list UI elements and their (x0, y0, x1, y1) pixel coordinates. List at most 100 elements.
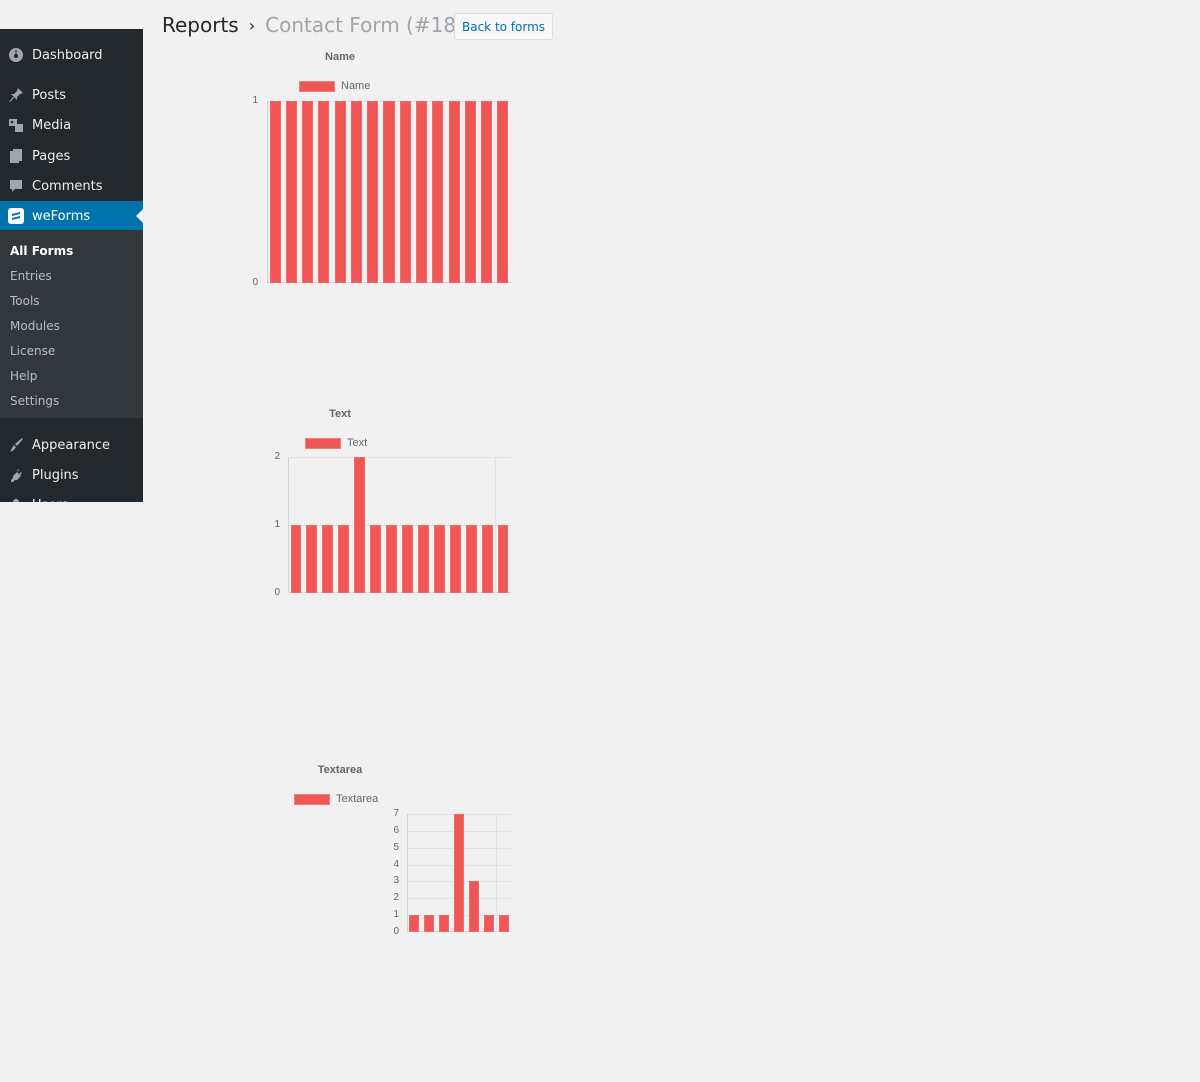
page-title: Reports › Contact Form (#189) (162, 13, 477, 37)
bar[interactable] (432, 101, 444, 283)
breadcrumb-reports: Reports (162, 13, 239, 37)
bar[interactable] (290, 525, 302, 593)
bar[interactable] (483, 915, 494, 932)
chart-legend[interactable]: Text (305, 437, 367, 449)
bar[interactable] (449, 525, 461, 593)
submenu-all-forms[interactable]: All Forms (10, 244, 74, 258)
bar[interactable] (468, 881, 479, 932)
bar[interactable] (481, 101, 493, 283)
sidebar-item-users[interactable]: Users (0, 490, 143, 502)
bar[interactable] (448, 101, 460, 283)
bar[interactable] (318, 101, 330, 283)
y-tick: 1 (274, 519, 280, 530)
bar[interactable] (367, 101, 379, 283)
media-icon (8, 117, 24, 133)
user-icon (8, 497, 24, 502)
bar[interactable] (322, 525, 334, 593)
y-tick: 3 (393, 875, 399, 887)
bar[interactable] (383, 101, 395, 283)
sidebar-item-label: Plugins (32, 467, 79, 483)
brush-icon (8, 437, 24, 453)
bar[interactable] (285, 101, 297, 283)
bar[interactable] (269, 101, 281, 283)
bar[interactable] (350, 101, 362, 283)
admin-sidebar: Dashboard Posts Media Pages Comments weF… (0, 29, 143, 502)
y-tick: 4 (393, 858, 399, 870)
submenu-settings[interactable]: Settings (10, 394, 60, 408)
submenu-tools[interactable]: Tools (10, 294, 40, 308)
sidebar-item-label: Posts (32, 87, 66, 103)
sidebar-item-plugins[interactable]: Plugins (0, 460, 143, 490)
sidebar-item-label: Media (32, 117, 72, 133)
y-tick: 5 (393, 841, 399, 853)
back-to-forms-button[interactable]: Back to forms (454, 13, 554, 40)
bar[interactable] (497, 101, 509, 283)
bar[interactable] (439, 915, 450, 932)
y-tick: 1 (252, 95, 258, 106)
sidebar-item-label: Users (32, 498, 68, 503)
weforms-icon (8, 208, 24, 224)
chart-legend[interactable]: Textarea (294, 793, 378, 805)
chart-title: Name (325, 51, 355, 63)
chart-title: Text (329, 408, 351, 420)
legend-label: Textarea (336, 793, 379, 805)
bar[interactable] (354, 457, 366, 593)
sidebar-item-posts[interactable]: Posts (0, 80, 143, 110)
bar[interactable] (465, 525, 477, 593)
submenu-help[interactable]: Help (10, 369, 38, 383)
sidebar-item-label: weForms (32, 208, 91, 224)
legend-swatch (294, 793, 330, 805)
legend-label: Text (347, 437, 368, 449)
sidebar-item-dashboard[interactable]: Dashboard (0, 40, 143, 70)
sidebar-item-label: Comments (32, 178, 103, 194)
y-tick: 6 (393, 824, 399, 836)
chart-title: Textarea (317, 764, 363, 776)
chart-plot-area (288, 457, 511, 593)
sidebar-item-comments[interactable]: Comments (0, 171, 143, 201)
dashboard-icon (8, 47, 24, 63)
bar[interactable] (433, 525, 445, 593)
submenu-modules[interactable]: Modules (10, 319, 60, 333)
breadcrumb-separator-icon: › (248, 15, 256, 35)
y-tick: 0 (252, 277, 258, 288)
bar[interactable] (334, 101, 346, 283)
bar[interactable] (464, 101, 476, 283)
y-tick: 2 (274, 451, 280, 462)
bar[interactable] (386, 525, 397, 593)
y-tick: 0 (393, 926, 399, 937)
bar[interactable] (306, 525, 318, 593)
y-tick: 0 (274, 587, 280, 598)
bar[interactable] (416, 101, 428, 283)
y-tick: 1 (393, 909, 399, 921)
legend-swatch (299, 80, 335, 92)
bar[interactable] (424, 915, 435, 932)
submenu-entries[interactable]: Entries (10, 269, 52, 283)
sidebar-item-pages[interactable]: Pages (0, 141, 143, 171)
sidebar-item-label: Appearance (32, 437, 111, 453)
y-tick: 7 (393, 808, 399, 819)
bar[interactable] (399, 101, 411, 283)
pages-icon (8, 148, 24, 164)
chart-legend[interactable]: Name (299, 80, 370, 92)
bar[interactable] (402, 525, 413, 593)
bar[interactable] (453, 814, 465, 932)
sidebar-item-weforms[interactable]: weForms (0, 201, 143, 231)
bar[interactable] (370, 525, 382, 593)
bar[interactable] (409, 915, 420, 932)
sidebar-item-appearance[interactable]: Appearance (0, 430, 143, 460)
sidebar-item-media[interactable]: Media (0, 110, 143, 140)
bar[interactable] (497, 525, 509, 593)
weforms-submenu: All Forms Entries Tools Modules License … (0, 230, 143, 418)
comment-icon (8, 178, 24, 194)
bar[interactable] (498, 915, 509, 932)
y-tick: 2 (393, 892, 399, 904)
pin-icon (8, 87, 24, 103)
bar[interactable] (338, 525, 350, 593)
bar[interactable] (417, 525, 429, 593)
chart-plot-area (267, 101, 511, 283)
sidebar-item-label: Dashboard (32, 47, 103, 63)
legend-swatch (305, 437, 341, 449)
submenu-license[interactable]: License (10, 344, 56, 358)
bar[interactable] (302, 101, 314, 283)
bar[interactable] (481, 525, 493, 593)
